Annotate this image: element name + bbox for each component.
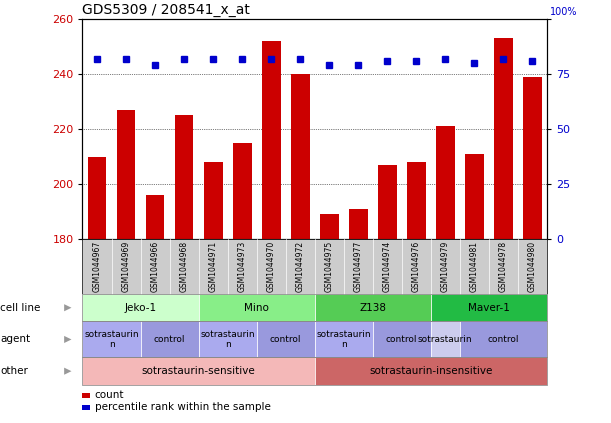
Text: GSM1044966: GSM1044966 bbox=[150, 241, 159, 292]
Text: 100%: 100% bbox=[550, 7, 577, 17]
Bar bbox=[523, 77, 542, 239]
Text: control: control bbox=[270, 335, 301, 344]
Text: GSM1044981: GSM1044981 bbox=[470, 241, 479, 292]
Text: agent: agent bbox=[0, 335, 30, 344]
Text: Jeko-1: Jeko-1 bbox=[125, 303, 156, 313]
Text: GSM1044972: GSM1044972 bbox=[296, 241, 305, 292]
Text: GSM1044971: GSM1044971 bbox=[208, 241, 218, 292]
Text: sotrastaurin-sensitive: sotrastaurin-sensitive bbox=[142, 366, 255, 376]
Text: GSM1044979: GSM1044979 bbox=[441, 241, 450, 292]
Bar bbox=[145, 195, 164, 239]
Text: control: control bbox=[488, 335, 519, 344]
Text: cell line: cell line bbox=[0, 303, 40, 313]
Text: sotrastaurin
n: sotrastaurin n bbox=[84, 330, 139, 349]
Bar bbox=[407, 162, 426, 239]
Bar bbox=[262, 41, 280, 239]
Bar bbox=[378, 165, 397, 239]
Text: control: control bbox=[386, 335, 417, 344]
Bar bbox=[494, 38, 513, 239]
Text: GSM1044970: GSM1044970 bbox=[266, 241, 276, 292]
Text: GSM1044973: GSM1044973 bbox=[238, 241, 247, 292]
Text: GSM1044967: GSM1044967 bbox=[92, 241, 101, 292]
Bar bbox=[465, 154, 484, 239]
Text: Maver-1: Maver-1 bbox=[468, 303, 510, 313]
Bar bbox=[349, 209, 368, 239]
Bar bbox=[291, 74, 310, 239]
Text: sotrastaurin: sotrastaurin bbox=[418, 335, 472, 344]
Text: Mino: Mino bbox=[244, 303, 269, 313]
Text: GSM1044980: GSM1044980 bbox=[528, 241, 537, 292]
Text: other: other bbox=[0, 366, 28, 376]
Text: GSM1044978: GSM1044978 bbox=[499, 241, 508, 292]
Bar bbox=[175, 115, 194, 239]
Bar bbox=[203, 162, 222, 239]
Text: GSM1044977: GSM1044977 bbox=[354, 241, 363, 292]
Text: sotrastaurin
n: sotrastaurin n bbox=[316, 330, 371, 349]
Bar bbox=[320, 214, 338, 239]
Bar bbox=[87, 157, 106, 239]
Text: GSM1044975: GSM1044975 bbox=[324, 241, 334, 292]
Text: count: count bbox=[95, 390, 124, 400]
Bar bbox=[233, 143, 252, 239]
Text: GSM1044976: GSM1044976 bbox=[412, 241, 421, 292]
Text: control: control bbox=[154, 335, 185, 344]
Bar bbox=[436, 126, 455, 239]
Text: Z138: Z138 bbox=[359, 303, 386, 313]
Bar bbox=[117, 110, 136, 239]
Text: GSM1044968: GSM1044968 bbox=[180, 241, 189, 292]
Text: sotrastaurin-insensitive: sotrastaurin-insensitive bbox=[369, 366, 492, 376]
Text: GSM1044974: GSM1044974 bbox=[382, 241, 392, 292]
Text: percentile rank within the sample: percentile rank within the sample bbox=[95, 402, 271, 412]
Text: GDS5309 / 208541_x_at: GDS5309 / 208541_x_at bbox=[82, 3, 251, 16]
Text: sotrastaurin
n: sotrastaurin n bbox=[200, 330, 255, 349]
Text: GSM1044969: GSM1044969 bbox=[122, 241, 131, 292]
